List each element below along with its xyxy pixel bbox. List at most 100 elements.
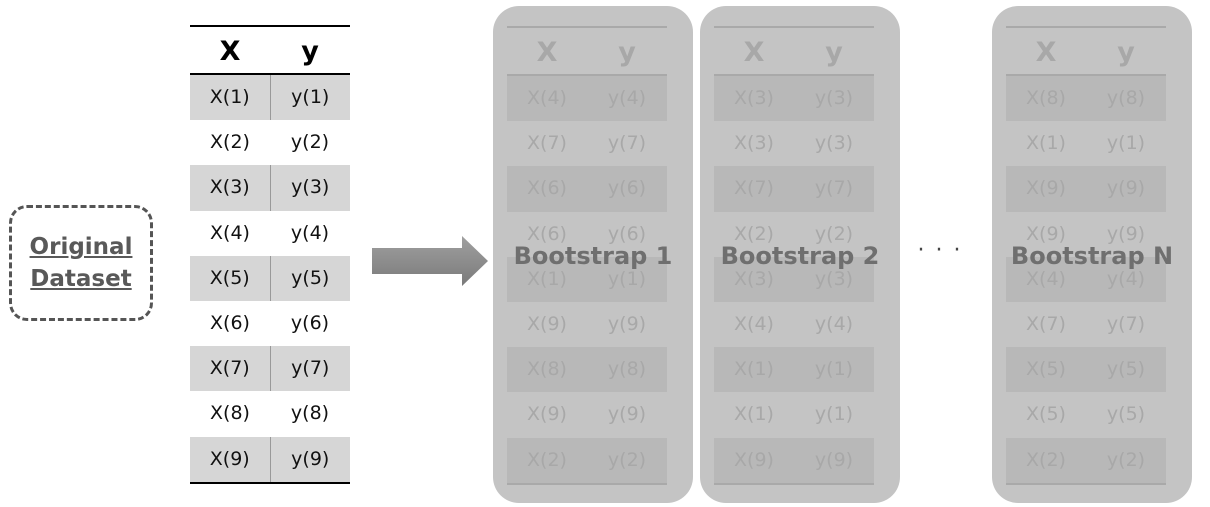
table-row: X(1) y(1) <box>714 392 874 437</box>
cell-y: y(2) <box>290 131 330 154</box>
cell-y: y(1) <box>794 347 874 393</box>
table-row: X(6) y(6) <box>507 166 667 212</box>
cell-x: X(2) <box>1006 437 1086 483</box>
table-row: X(4) y(4) <box>190 211 350 256</box>
table-row: X(9) y(9) <box>1006 212 1166 257</box>
table-row: X(2) y(2) <box>507 437 667 483</box>
table-row: X(3) y(3) <box>714 121 874 166</box>
table-row: X(4) y(4) <box>714 302 874 347</box>
header-y: y <box>825 37 843 68</box>
cell-x: X(6) <box>210 311 250 334</box>
table-row: X(2) y(2) <box>714 212 874 257</box>
cell-y: y(7) <box>794 166 874 212</box>
header-x: X <box>1035 37 1057 68</box>
table-row: X(2) y(2) <box>190 120 350 165</box>
cell-x: X(1) <box>734 403 774 426</box>
original-label-line-2: Dataset <box>30 266 132 292</box>
header-y: y <box>1117 37 1135 68</box>
cell-y: y(9) <box>607 312 647 335</box>
header-x: X <box>743 37 765 68</box>
cell-y: y(5) <box>1106 403 1146 426</box>
cell-x: X(9) <box>1026 222 1066 245</box>
cell-y: y(9) <box>270 436 350 482</box>
table-row: X(7) y(7) <box>507 121 667 166</box>
cell-y: y(4) <box>587 76 667 122</box>
cell-x: X(1) <box>714 347 794 393</box>
cell-x: X(8) <box>507 347 587 393</box>
table-row: X(4) y(4) <box>507 76 667 122</box>
cell-y: y(7) <box>1106 312 1146 335</box>
arrow-right-icon <box>372 236 488 286</box>
cell-x: X(3) <box>714 256 794 302</box>
table-row: X(7) y(7) <box>1006 302 1166 347</box>
table-row: X(5) y(5) <box>190 255 350 301</box>
cell-y: y(6) <box>607 222 647 245</box>
cell-y: y(4) <box>290 221 330 244</box>
table-row: X(5) y(5) <box>1006 347 1166 393</box>
header-y: y <box>301 36 319 67</box>
table-bottom-rule <box>1006 482 1166 485</box>
table-row: X(1) y(1) <box>190 75 350 121</box>
table-row: X(7) y(7) <box>190 346 350 392</box>
table-row: X(2) y(2) <box>1006 437 1166 483</box>
table-row: X(6) y(6) <box>190 301 350 346</box>
cell-y: y(2) <box>814 222 854 245</box>
cell-x: X(4) <box>507 76 587 122</box>
table-bottom-rule <box>190 481 350 484</box>
table-row: X(9) y(9) <box>190 436 350 482</box>
cell-x: X(7) <box>527 132 567 155</box>
cell-x: X(8) <box>210 402 250 425</box>
cell-x: X(3) <box>190 165 271 211</box>
bootstrap-title: Bootstrap 2 <box>720 242 880 270</box>
cell-y: y(1) <box>587 256 667 302</box>
cell-x: X(9) <box>527 312 567 335</box>
cell-y: y(1) <box>814 403 854 426</box>
cell-y: y(1) <box>270 75 350 121</box>
cell-y: y(5) <box>270 255 350 301</box>
table-bottom-rule <box>507 482 667 485</box>
bootstrap-title: Bootstrap N <box>1010 242 1174 270</box>
table-row: X(3) y(3) <box>714 76 874 122</box>
table-row: X(7) y(7) <box>714 166 874 212</box>
cell-x: X(4) <box>210 221 250 244</box>
cell-y: y(6) <box>587 166 667 212</box>
ellipsis: · · · <box>917 238 963 263</box>
cell-y: y(4) <box>1086 256 1166 302</box>
cell-x: X(5) <box>1026 403 1066 426</box>
cell-y: y(3) <box>270 165 350 211</box>
cell-y: y(3) <box>794 256 874 302</box>
table-row: X(3) y(3) <box>190 165 350 211</box>
cell-x: X(4) <box>1006 256 1086 302</box>
table-row: X(8) y(8) <box>507 347 667 393</box>
table-row: X(1) y(1) <box>714 347 874 393</box>
cell-y: y(4) <box>814 312 854 335</box>
table-row: X(5) y(5) <box>1006 392 1166 437</box>
cell-y: y(9) <box>1106 222 1146 245</box>
cell-x: X(7) <box>1026 312 1066 335</box>
cell-y: y(1) <box>1106 132 1146 155</box>
cell-x: X(9) <box>1006 166 1086 212</box>
cell-y: y(2) <box>587 437 667 483</box>
cell-x: X(1) <box>1026 132 1066 155</box>
cell-x: X(6) <box>507 166 587 212</box>
table-row: X(8) y(8) <box>190 391 350 436</box>
original-label-line-1: Original <box>29 234 133 260</box>
cell-y: y(8) <box>1086 76 1166 122</box>
cell-x: X(3) <box>734 132 774 155</box>
cell-y: y(9) <box>607 403 647 426</box>
cell-x: X(6) <box>527 222 567 245</box>
table-row: X(9) y(9) <box>507 302 667 347</box>
cell-y: y(5) <box>1086 347 1166 393</box>
cell-y: y(7) <box>607 132 647 155</box>
table-row: X(6) y(6) <box>507 212 667 257</box>
cell-x: X(9) <box>527 403 567 426</box>
table-row: X(4) y(4) <box>1006 256 1166 302</box>
cell-y: y(2) <box>1086 437 1166 483</box>
cell-x: X(8) <box>1006 76 1086 122</box>
